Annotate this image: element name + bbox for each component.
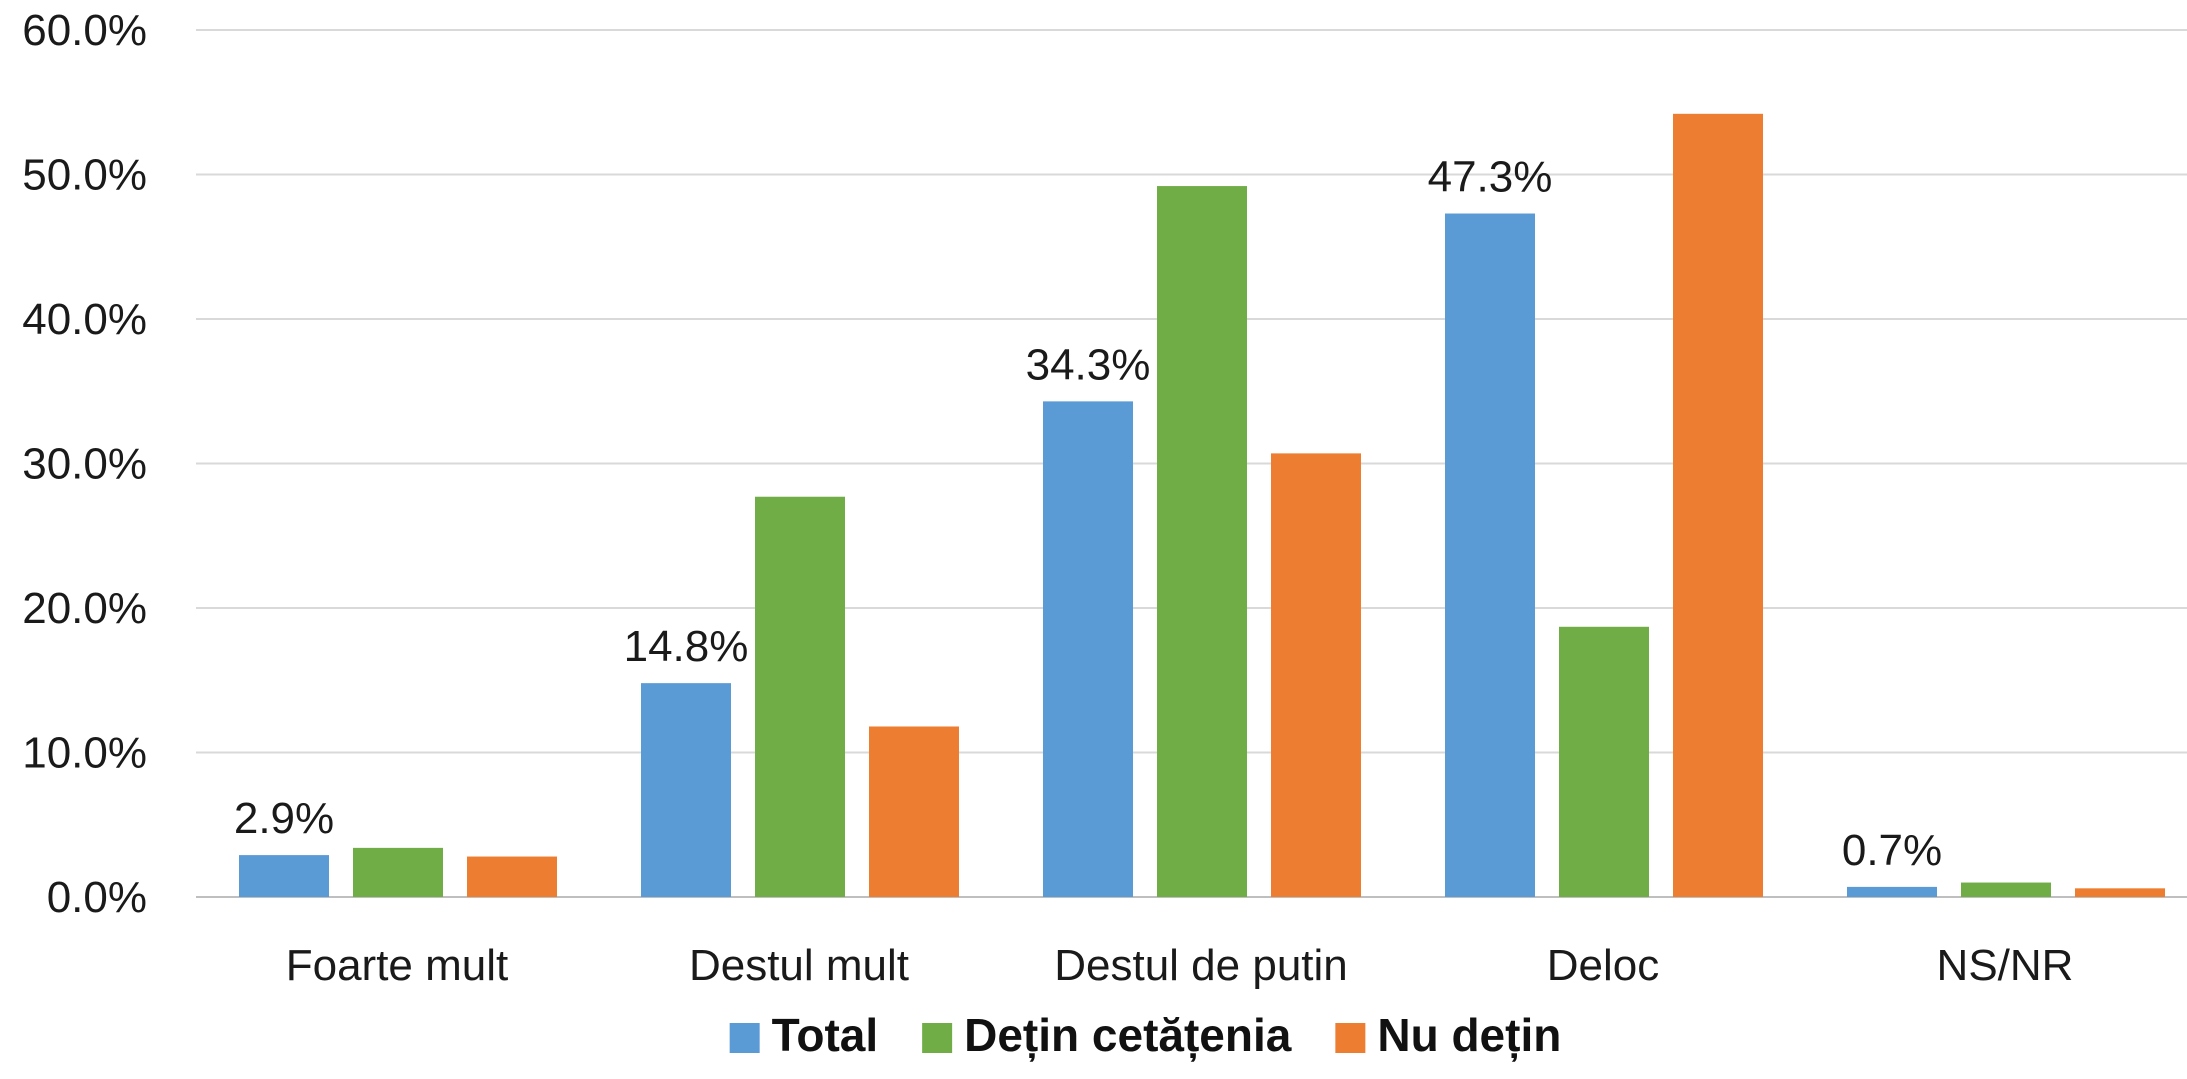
legend-label: Dețin cetățenia (964, 1009, 1292, 1062)
legend: Total Dețin cetățenia Nu dețin (729, 1009, 1561, 1062)
bars (239, 113, 2165, 897)
y-tick-label: 10.0% (22, 729, 147, 778)
bar (869, 726, 959, 897)
legend-label: Total (772, 1009, 878, 1061)
y-tick-label: 60.0% (22, 6, 147, 55)
y-tick-label: 50.0% (22, 151, 147, 200)
legend-swatch (1335, 1023, 1366, 1053)
data-labels: 2.9% 14.8% 34.3% 47.3% 0.7% (234, 153, 1942, 875)
bar (1043, 401, 1133, 897)
data-label: 2.9% (234, 794, 334, 843)
bar (1847, 886, 1937, 897)
y-tick-label: 30.0% (22, 440, 147, 489)
data-label: 14.8% (624, 622, 749, 671)
y-tick-label: 20.0% (22, 584, 147, 633)
bar (2075, 888, 2165, 897)
bar (1961, 882, 2051, 897)
y-tick-label: 40.0% (22, 295, 147, 344)
bar (353, 847, 443, 897)
y-axis-tick-labels: 0.0% 10.0% 20.0% 30.0% 40.0% 50.0% 60.0% (22, 6, 147, 922)
legend-label: Nu dețin (1377, 1009, 1561, 1062)
legend-swatch (922, 1023, 953, 1053)
category-label: Foarte mult (286, 941, 509, 990)
data-label: 0.7% (1842, 826, 1942, 875)
bar (467, 856, 557, 897)
bar (1157, 186, 1247, 897)
category-label: Deloc (1547, 941, 1660, 990)
y-tick-label: 0.0% (47, 873, 147, 922)
category-label: Destul de putin (1054, 941, 1348, 990)
category-label: NS/NR (1937, 941, 2074, 990)
bar (1271, 453, 1361, 897)
legend-swatch (729, 1023, 760, 1053)
x-axis-category-labels: Foarte mult Destul mult Destul de putin Del… (286, 941, 2074, 990)
bar (755, 496, 845, 897)
bar (1445, 213, 1535, 897)
bar (239, 855, 329, 897)
bar (1559, 626, 1649, 897)
bar (641, 683, 731, 897)
bar (1673, 113, 1763, 897)
data-label: 47.3% (1428, 153, 1553, 202)
data-label: 34.3% (1026, 340, 1151, 389)
category-label: Destul mult (689, 941, 909, 990)
